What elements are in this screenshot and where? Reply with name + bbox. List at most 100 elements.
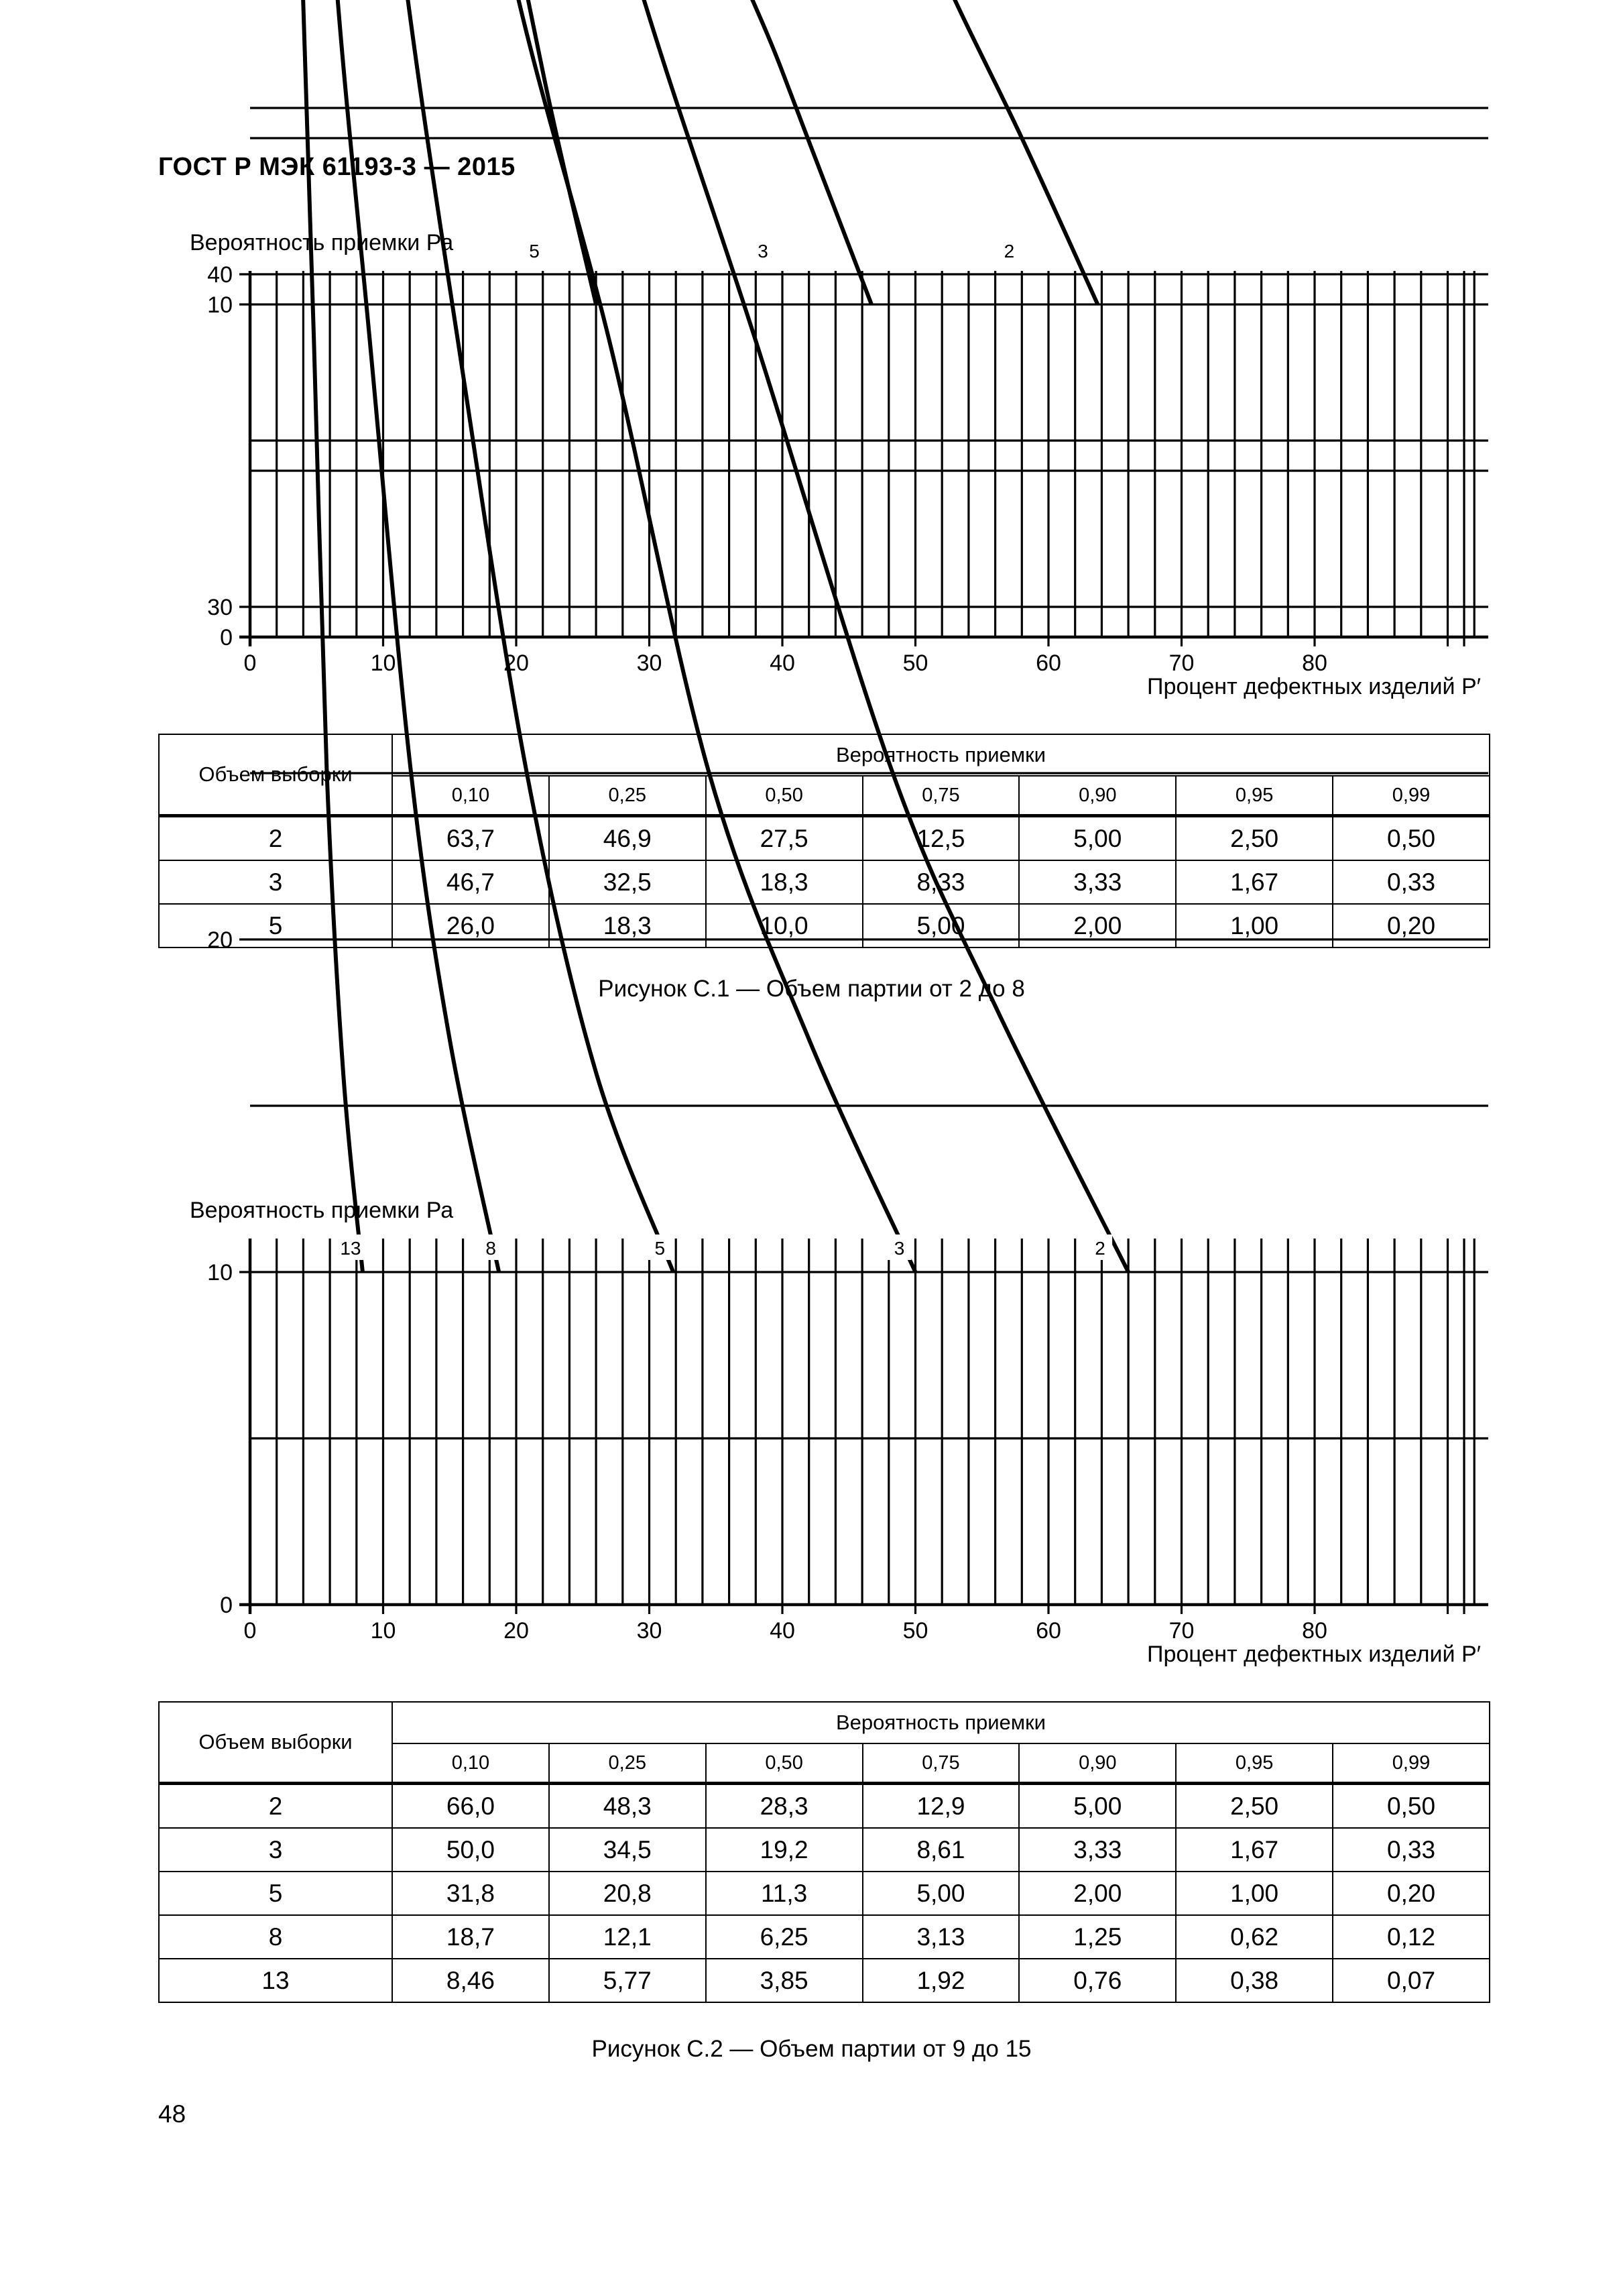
curve-label: 3	[758, 241, 768, 262]
probability-column-header: 0,99	[1332, 775, 1490, 817]
table-cell: 12,9	[861, 1782, 1020, 1829]
y-tick-label: 10	[207, 292, 233, 318]
data-table-1: Объем выборки Вероятность приемки 0,10 0…	[158, 734, 1490, 948]
curve-label-bg	[750, 237, 775, 263]
table-cell: 5,00	[1018, 814, 1177, 861]
table-cell: 46,9	[548, 814, 707, 861]
curve-label: 5	[654, 1238, 665, 1259]
table-cell: 18,7	[392, 1914, 550, 1959]
y-axis-label: Вероятность приемки Ра	[190, 1198, 454, 1223]
curve-n-13	[301, 0, 365, 1273]
x-tick-label: 40	[770, 1618, 795, 1644]
y-tick-label: 0	[220, 625, 233, 650]
table-cell: 3,85	[705, 1958, 863, 2003]
x-tick-label: 30	[637, 1618, 662, 1644]
table-row: 13 8,46 5,77 3,85 1,92 0,76 0,38 0,07	[158, 1958, 1490, 2003]
table-cell: 0,38	[1175, 1958, 1334, 2003]
probability-column-header: 0,90	[1018, 775, 1177, 817]
grid	[239, 107, 1488, 1614]
table-cell: 1,67	[1175, 1827, 1334, 1872]
probability-column-header: 0,75	[861, 775, 1020, 817]
probability-column-header: 0,50	[705, 1743, 863, 1784]
table-cell: 2,50	[1175, 814, 1334, 861]
table-cell: 18,3	[548, 903, 707, 948]
sample-size-cell: 13	[158, 1958, 393, 2003]
table-cell: 0,50	[1332, 1782, 1490, 1829]
table-cell: 0,33	[1332, 860, 1490, 905]
table-cell: 31,8	[392, 1871, 550, 1916]
figure-caption-2: Рисунок С.2 — Объем партии от 9 до 15	[591, 2036, 1032, 2062]
table-cell: 12,1	[548, 1914, 707, 1959]
curve-label: 3	[894, 1238, 905, 1259]
curve-label: 2	[1004, 241, 1015, 262]
curve-label-bg	[648, 1235, 672, 1260]
curve-label-bg	[887, 1235, 912, 1260]
curve-n-3	[516, 0, 918, 1273]
sample-size-cell: 8	[158, 1914, 393, 1959]
x-tick-label: 60	[1036, 650, 1061, 676]
table-cell: 27,5	[705, 814, 863, 861]
table-cell: 46,7	[392, 860, 550, 905]
chart-figure-2: 010203040506070809010001020304050607080Р…	[207, 0, 1488, 1644]
curve-label: 5	[529, 241, 540, 262]
x-tick-label: 10	[371, 650, 396, 676]
table-cell: 8,33	[861, 860, 1020, 905]
curve-label: 13	[340, 1238, 361, 1259]
table-cell: 2,50	[1175, 1782, 1334, 1829]
chart-figure-1: 010203040506070809010001020304050607080Р…	[207, 0, 1488, 676]
sample-size-header: Объем выборки	[158, 734, 393, 817]
table-cell: 0,50	[1332, 814, 1490, 861]
table-cell: 5,77	[548, 1958, 707, 2003]
probability-column-header: 0,95	[1175, 775, 1334, 817]
curve-label-bg	[335, 1235, 367, 1260]
table-row: 2 63,7 46,9 27,5 12,5 5,00 2,50 0,50	[158, 814, 1490, 861]
table-cell: 32,5	[548, 860, 707, 905]
y-tick-label: 10	[207, 1260, 233, 1285]
table-cell: 2,00	[1018, 903, 1177, 948]
curve-n-2	[642, 0, 1130, 1273]
table-cell: 6,25	[705, 1914, 863, 1959]
x-tick-label: 50	[903, 650, 928, 676]
x-axis-label: Процент дефектных изделий P′	[1147, 1642, 1481, 1667]
table-row: 2 66,0 48,3 28,3 12,9 5,00 2,50 0,50	[158, 1782, 1490, 1829]
table-row: 3 50,0 34,5 19,2 8,61 3,33 1,67 0,33	[158, 1827, 1490, 1872]
y-tick-label: 0	[220, 1593, 233, 1618]
table-cell: 0,62	[1175, 1914, 1334, 1959]
sample-size-cell: 2	[158, 814, 393, 861]
table-cell: 11,3	[705, 1871, 863, 1916]
x-tick-label: 10	[371, 1618, 396, 1644]
acceptance-probability-header: Вероятность приемки	[392, 734, 1490, 777]
table-cell: 34,5	[548, 1827, 707, 1872]
sample-size-cell: 5	[158, 903, 393, 948]
table-cell: 1,92	[861, 1958, 1020, 2003]
x-axis-label: Процент дефектных изделий P′	[1147, 674, 1481, 699]
document-header: ГОСТ Р МЭК 61193-3 — 2015	[158, 153, 516, 181]
sample-size-cell: 3	[158, 860, 393, 905]
table-cell: 50,0	[392, 1827, 550, 1872]
table-cell: 1,67	[1175, 860, 1334, 905]
curve-label: 2	[1095, 1238, 1105, 1259]
page-number: 48	[158, 2100, 186, 2128]
x-tick-label: 50	[903, 1618, 928, 1644]
table-cell: 8,61	[861, 1827, 1020, 1872]
x-tick-label: 60	[1036, 1618, 1061, 1644]
curve-n-8	[335, 0, 501, 1273]
x-tick-label: 40	[770, 650, 795, 676]
table-cell: 18,3	[705, 860, 863, 905]
figure-caption-1: Рисунок С.1 — Объем партии от 2 до 8	[598, 976, 1025, 1002]
table-cell: 0,12	[1332, 1914, 1490, 1959]
table-cell: 5,00	[1018, 1782, 1177, 1829]
table-cell: 1,25	[1018, 1914, 1177, 1959]
sample-size-cell: 5	[158, 1871, 393, 1916]
x-tick-label: 70	[1169, 650, 1195, 676]
table-cell: 0,20	[1332, 1871, 1490, 1916]
table-cell: 8,46	[392, 1958, 550, 2003]
probability-column-header: 0,99	[1332, 1743, 1490, 1784]
curve-n-2	[953, 0, 1100, 306]
table-cell: 1,00	[1175, 903, 1334, 948]
table-cell: 12,5	[861, 814, 1020, 861]
sample-size-cell: 2	[158, 1782, 393, 1829]
table-cell: 20,8	[548, 1871, 707, 1916]
probability-column-header: 0,25	[548, 775, 707, 817]
table-cell: 3,13	[861, 1914, 1020, 1959]
